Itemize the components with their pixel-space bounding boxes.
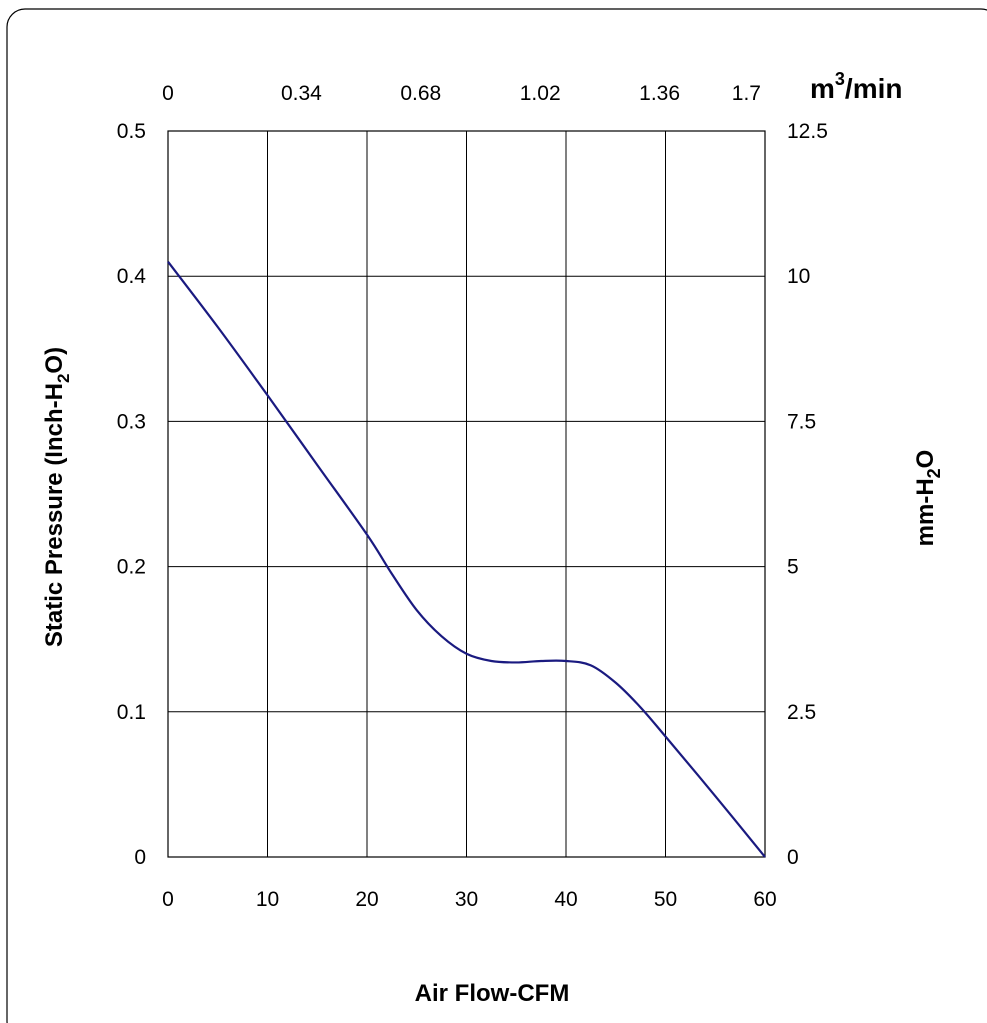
y-axis-title-base: Static Pressure (Inch-H [41, 383, 68, 647]
y-axis-title-end: O) [41, 347, 68, 374]
x2-tick-label: 0 [162, 82, 174, 105]
x2-tick-label: 0.34 [281, 82, 322, 105]
y2-axis-title: mm-H2O [912, 450, 944, 547]
x-tick-label: 10 [256, 888, 279, 911]
y2-tick-label: 12.5 [787, 120, 828, 143]
y-axis-title-sub: 2 [54, 374, 73, 383]
x-tick-label: 20 [355, 888, 378, 911]
tick-labels: 0 10 20 30 40 50 600 0.34 0.68 1.02 1.36 1.70 00.1 2.… [117, 82, 828, 911]
y-tick-label: 0.3 [117, 410, 146, 433]
plot-frame [167, 130, 766, 858]
x-tick-label: 60 [753, 888, 776, 911]
y-tick-label: 0 [134, 846, 146, 869]
y-tick-label: 0.2 [117, 556, 146, 579]
pressure-flow-curve [167, 261, 766, 858]
top-axis-unit-end: /min [845, 73, 903, 104]
x2-tick-label: 1.7 [732, 82, 761, 105]
y2-tick-label: 0 [787, 846, 799, 869]
y-tick-label: 0.4 [117, 265, 147, 288]
y2-axis-title-end: O [912, 450, 939, 469]
chart-outer-border [6, 8, 987, 1023]
x2-tick-label: 1.36 [639, 82, 680, 105]
y2-tick-label: 5 [787, 556, 799, 579]
y-axis-title: Static Pressure (Inch-H2O) [41, 347, 73, 647]
x-tick-label: 30 [455, 888, 478, 911]
top-axis-unit-title: m3/min [810, 69, 902, 104]
y-tick-label: 0.5 [117, 120, 146, 143]
x2-tick-label: 1.02 [520, 82, 561, 105]
x-axis-title: Air Flow-CFM [415, 980, 570, 1007]
y2-tick-label: 7.5 [787, 410, 816, 433]
x-tick-label: 50 [654, 888, 677, 911]
grid-lines [168, 131, 765, 857]
y2-tick-label: 10 [787, 265, 810, 288]
x-tick-label: 0 [162, 888, 174, 911]
top-axis-unit-base: m [810, 73, 835, 104]
x2-tick-label: 0.68 [400, 82, 441, 105]
y2-axis-title-sub: 2 [924, 468, 944, 478]
y-tick-label: 0.1 [117, 701, 146, 724]
top-axis-unit-sup: 3 [835, 69, 845, 89]
x-tick-label: 40 [554, 888, 577, 911]
y2-tick-label: 2.5 [787, 701, 816, 724]
y2-axis-title-base: mm-H [912, 478, 939, 546]
